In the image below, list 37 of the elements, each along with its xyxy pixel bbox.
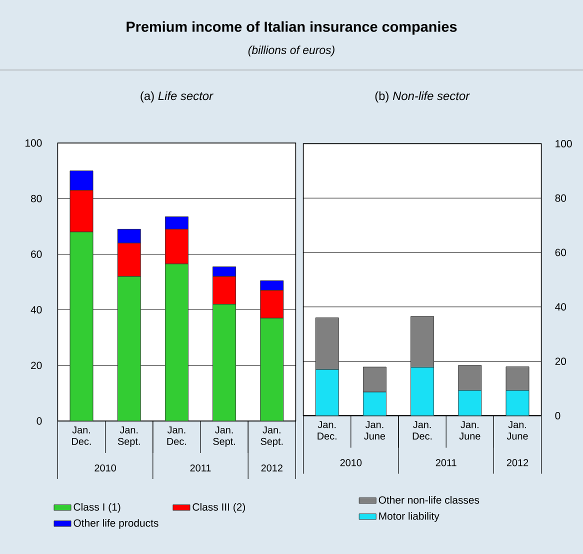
y-tick-label: 0 <box>36 417 42 425</box>
x-tick-label: Jan. Sept. <box>260 426 283 447</box>
y-tick-label: 60 <box>31 250 42 258</box>
x-tick-label: Jan. Dec. <box>318 421 336 440</box>
x-tick-label: Jan. Dec. <box>167 426 186 445</box>
text: 2012 <box>261 464 282 472</box>
legend-label: Motor liability <box>379 512 440 522</box>
legend-label: Class I (1) <box>74 503 120 513</box>
y-tick-label: 60 <box>555 248 566 256</box>
text: (billions of euros) <box>248 46 334 56</box>
x-tick-label: Jan. Sept. <box>213 426 236 447</box>
legend-label: Other non-life classes <box>378 496 480 504</box>
text: 2011 <box>190 464 211 472</box>
y-tick-label: 40 <box>30 306 42 314</box>
y-tick-label: 20 <box>31 362 42 370</box>
text: 2010 <box>340 459 362 466</box>
y-tick-label: 40 <box>555 303 566 311</box>
text: Premium income of Italian insurance companies <box>126 21 457 35</box>
y-tick-label: 80 <box>31 194 42 202</box>
legend-label: Other life products <box>74 519 158 529</box>
x-tick-label: Jan. June <box>364 421 386 440</box>
y-tick-label: 20 <box>555 358 566 366</box>
x-tick-label: Jan. Dec. <box>412 421 432 440</box>
chart-title: (a) Life sector <box>140 91 214 102</box>
x-tick-label: Jan. June <box>506 421 528 440</box>
y-tick-label: 80 <box>555 194 566 202</box>
y-tick-label: 100 <box>556 140 572 148</box>
y-tick-label: 0 <box>555 412 560 420</box>
text: 2012 <box>506 459 528 466</box>
chart-title: (b) Non-life sector <box>375 91 470 102</box>
x-tick-label: Jan. Sept. <box>118 426 140 447</box>
text: 2010 <box>94 464 116 472</box>
x-tick-label: Jan. Dec. <box>72 426 91 445</box>
text: 2011 <box>436 459 456 466</box>
x-tick-label: Jan. June <box>459 421 480 440</box>
y-tick-label: 100 <box>26 139 42 147</box>
legend-label: Class III (2) <box>192 503 246 513</box>
